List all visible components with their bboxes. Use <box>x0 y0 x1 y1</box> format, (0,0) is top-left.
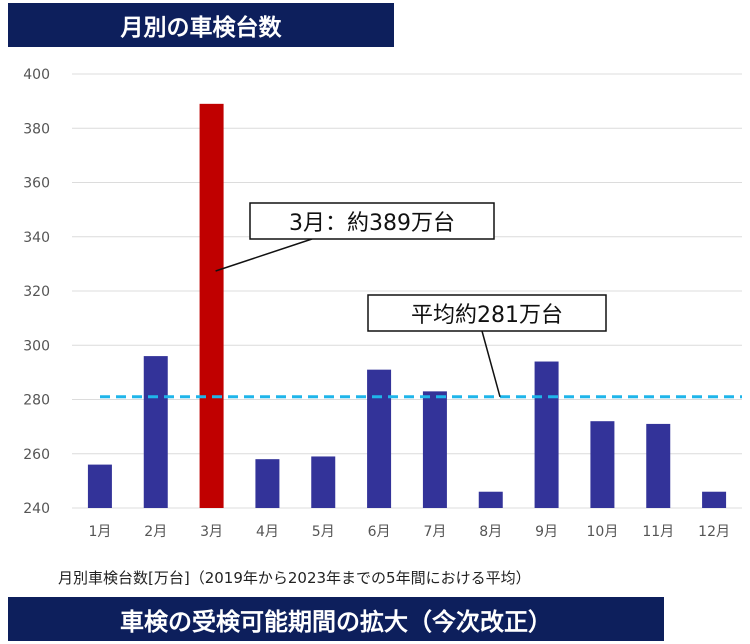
y-tick-label: 300 <box>23 338 50 354</box>
callout-leader-3月 <box>215 238 313 272</box>
y-tick-label: 280 <box>23 393 50 409</box>
y-tick-label: 240 <box>23 501 50 517</box>
callout-label-3月: 3月：約389万台 <box>289 211 455 236</box>
callout-box-average <box>367 294 607 332</box>
footer-title: 車検の受検可能期間の拡大（今次改正） <box>120 607 552 636</box>
x-tick-label: 7月 <box>423 524 446 540</box>
y-tick-label: 400 <box>23 67 50 83</box>
bar-chart: 240 260 280 300 320 340 360 380 400 1月 2月 3月 4月 5月 6月… <box>23 67 742 540</box>
bar-5月 <box>311 456 336 508</box>
chart-title-banner: 月別の車検台数 <box>8 3 394 47</box>
x-tick-label: 6月 <box>368 524 391 540</box>
bar-3月 <box>199 103 224 509</box>
bar-7月 <box>422 391 447 508</box>
x-tick-label: 1月 <box>88 524 111 540</box>
bar-10月 <box>590 421 615 508</box>
y-tick-label: 360 <box>23 176 50 192</box>
x-tick-label: 11月 <box>642 524 674 540</box>
y-tick-label: 260 <box>23 447 50 463</box>
bar-2月 <box>143 356 168 508</box>
chart-caption: 月別車検台数[万台]（2019年から2023年までの5年間における平均） <box>58 569 531 587</box>
bar-12月 <box>702 491 727 508</box>
bars <box>87 103 727 509</box>
bar-11月 <box>646 423 671 508</box>
callout-label-average: 平均約281万台 <box>411 303 563 328</box>
x-tick-label: 12月 <box>698 524 730 540</box>
footer-banner: 車検の受検可能期間の拡大（今次改正） <box>8 597 664 641</box>
callout-leader-average <box>481 330 501 397</box>
chart-title: 月別の車検台数 <box>120 15 282 41</box>
x-tick-label: 4月 <box>256 524 279 540</box>
y-tick-label: 320 <box>23 284 50 300</box>
bar-8月 <box>478 491 503 508</box>
x-tick-label: 9月 <box>535 524 558 540</box>
x-tick-label: 3月 <box>200 524 223 540</box>
x-tick-label: 2月 <box>144 524 167 540</box>
y-tick-label: 340 <box>23 230 50 246</box>
callouts: 3月：約389万台 平均約281万台 <box>215 202 607 397</box>
bar-1月 <box>87 464 112 508</box>
x-axis-ticks: 1月 2月 3月 4月 5月 6月 7月 8月 9月 10月 11月 12月 <box>88 524 730 540</box>
bar-6月 <box>367 369 392 508</box>
y-axis-ticks: 240 260 280 300 320 340 360 380 400 <box>23 67 50 517</box>
callout-box-3月 <box>249 202 495 240</box>
x-tick-label: 5月 <box>312 524 335 540</box>
y-tick-label: 380 <box>23 121 50 137</box>
bar-9月 <box>534 361 559 508</box>
gridlines <box>72 73 742 509</box>
bar-4月 <box>255 459 280 508</box>
x-tick-label: 10月 <box>587 524 619 540</box>
x-tick-label: 8月 <box>479 524 502 540</box>
